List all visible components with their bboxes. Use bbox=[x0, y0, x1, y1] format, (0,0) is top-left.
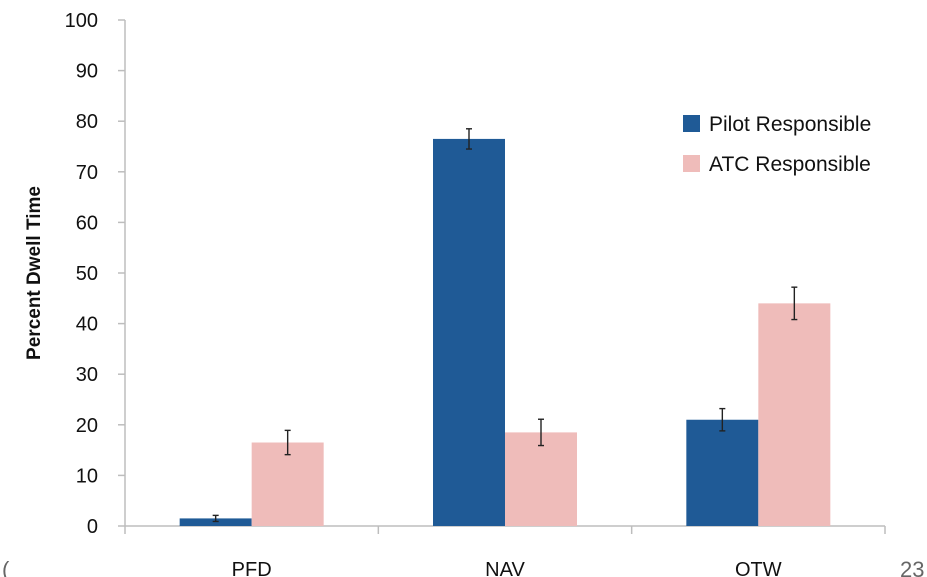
x-category-label: NAV bbox=[485, 559, 525, 577]
y-tick-label: 80 bbox=[76, 111, 98, 133]
bar bbox=[686, 419, 759, 526]
legend-swatch bbox=[683, 155, 700, 172]
bar bbox=[505, 432, 577, 526]
legend-label: Pilot Responsible bbox=[709, 113, 871, 136]
x-ticks: PFD NAV OTW bbox=[124, 526, 886, 577]
bar bbox=[433, 138, 505, 526]
bar bbox=[758, 303, 831, 526]
corner-left-text: ( bbox=[2, 557, 10, 577]
y-tick-label: 30 bbox=[76, 364, 98, 386]
y-axis: 0 10 20 30 40 50 60 70 80 90 100 bbox=[65, 10, 126, 538]
y-tick-label: 40 bbox=[76, 314, 98, 336]
bar bbox=[179, 518, 252, 526]
y-tick-label: 0 bbox=[87, 516, 98, 538]
y-tick-label: 20 bbox=[76, 415, 98, 437]
legend: Pilot Responsible ATC Responsible bbox=[683, 113, 871, 176]
y-axis-title: Percent Dwell Time bbox=[24, 186, 45, 360]
x-category-label: PFD bbox=[232, 559, 272, 577]
error-bars bbox=[212, 128, 798, 523]
x-axis: PFD NAV OTW bbox=[124, 525, 886, 577]
legend-label: ATC Responsible bbox=[709, 153, 871, 176]
legend-swatch bbox=[683, 115, 700, 132]
y-tick-label: 100 bbox=[65, 10, 98, 32]
bars bbox=[179, 138, 831, 526]
y-tick-label: 50 bbox=[76, 263, 98, 285]
bar bbox=[251, 442, 324, 526]
y-ticks: 0 10 20 30 40 50 60 70 80 90 100 bbox=[65, 10, 125, 538]
y-tick-label: 10 bbox=[76, 465, 98, 487]
y-tick-label: 90 bbox=[76, 61, 98, 83]
slide-number: 23 bbox=[900, 557, 924, 577]
y-tick-label: 60 bbox=[76, 212, 98, 234]
x-category-label: OTW bbox=[735, 559, 782, 577]
y-tick-label: 70 bbox=[76, 162, 98, 184]
